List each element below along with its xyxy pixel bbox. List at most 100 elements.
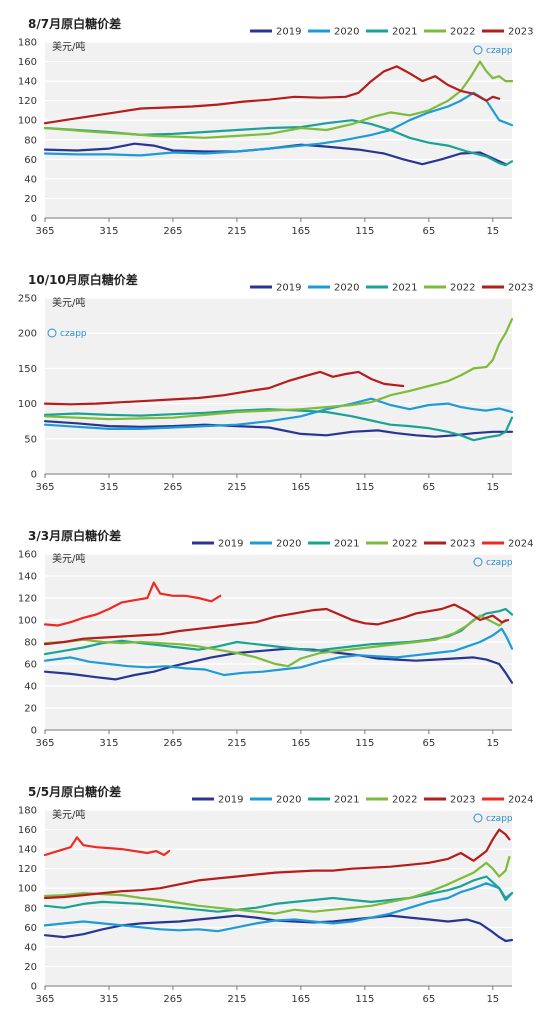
series-line-2019: [43, 142, 507, 166]
copyright-icon: [473, 813, 483, 823]
y-tick-label: 40: [24, 942, 37, 953]
plot-area: [45, 810, 512, 986]
x-tick-label: 265: [163, 994, 182, 1005]
x-tick-label: 215: [227, 226, 246, 237]
y-tick-label: 120: [18, 864, 37, 875]
legend-label: 2020: [334, 283, 359, 294]
plot-area: [45, 298, 512, 474]
legend-label: 2021: [334, 795, 359, 806]
series-line-2023: [43, 828, 511, 900]
y-tick-label: 250: [18, 294, 37, 305]
series-line-2023: [43, 370, 405, 406]
legend-label: 2021: [334, 539, 359, 550]
brand-watermark: czapp: [486, 46, 513, 56]
y-tick-label: 0: [31, 726, 37, 737]
legend-label: 2024: [508, 795, 533, 806]
y-unit-label: 美元/吨: [52, 296, 85, 309]
y-tick-label: 80: [24, 638, 37, 649]
legend-label: 2019: [276, 27, 301, 38]
legend-label: 2019: [276, 283, 301, 294]
y-tick-label: 160: [18, 550, 37, 561]
y-tick-label: 20: [24, 194, 37, 205]
x-tick-label: 365: [35, 482, 54, 493]
plot-area: [45, 42, 512, 218]
y-tick-label: 40: [24, 174, 37, 185]
y-tick-label: 100: [18, 116, 37, 127]
x-tick-label: 165: [291, 738, 310, 749]
y-tick-label: 200: [18, 329, 37, 340]
y-tick-label: 60: [24, 155, 37, 166]
series-line-2020: [43, 627, 514, 677]
x-tick-label: 165: [291, 994, 310, 1005]
legend-label: 2022: [450, 27, 475, 38]
legend-label: 2020: [276, 795, 301, 806]
y-tick-label: 100: [18, 399, 37, 410]
x-tick-label: 265: [163, 482, 182, 493]
x-tick-label: 315: [99, 738, 118, 749]
legend-label: 2021: [392, 283, 417, 294]
y-tick-label: 80: [24, 135, 37, 146]
series-line-2023: [43, 603, 510, 646]
series-line-2021: [43, 119, 514, 167]
brand-watermark: czapp: [486, 558, 513, 568]
series-line-2020: [43, 91, 514, 157]
x-tick-label: 315: [99, 482, 118, 493]
series-line-2024: [43, 836, 171, 857]
y-tick-label: 150: [18, 364, 37, 375]
x-tick-label: 365: [35, 994, 54, 1005]
y-tick-label: 0: [31, 214, 37, 225]
chart-panel-1: 0 20 40 60 80 100 120 140 160 180 365 315 265 215 165 1…: [18, 16, 534, 237]
x-tick-label: 115: [355, 738, 374, 749]
x-tick-label: 65: [422, 482, 435, 493]
series-line-2021: [43, 875, 514, 913]
chart-panel-3: 0 20 40 60 80 100 120 140 160 365 315 265 215 165 115 6…: [18, 528, 534, 749]
x-tick-label: 165: [291, 226, 310, 237]
y-tick-label: 140: [18, 572, 37, 583]
x-tick-label: 65: [422, 226, 435, 237]
y-tick-label: 20: [24, 962, 37, 973]
x-tick-label: 115: [355, 482, 374, 493]
y-tick-label: 0: [31, 982, 37, 993]
series-line-2021: [43, 408, 514, 442]
x-tick-label: 215: [227, 738, 246, 749]
x-tick-label: 65: [422, 738, 435, 749]
legend-label: 2022: [392, 539, 417, 550]
series-line-2022: [43, 614, 507, 668]
y-tick-label: 100: [18, 616, 37, 627]
x-tick-label: 315: [99, 226, 118, 237]
series-line-2023: [43, 65, 501, 125]
y-tick-label: 0: [31, 470, 37, 481]
y-tick-label: 60: [24, 923, 37, 934]
series-line-2022: [43, 855, 511, 915]
x-tick-label: 365: [35, 226, 54, 237]
y-tick-label: 50: [24, 434, 37, 445]
x-tick-label: 215: [227, 482, 246, 493]
copyright-icon: [47, 328, 57, 338]
y-unit-label: 美元/吨: [52, 40, 85, 53]
chart-title: 8/7月原白糖价差: [28, 16, 121, 31]
x-tick-label: 15: [486, 482, 499, 493]
x-tick-label: 365: [35, 738, 54, 749]
y-tick-label: 140: [18, 77, 37, 88]
x-tick-label: 15: [486, 994, 499, 1005]
x-tick-label: 215: [227, 994, 246, 1005]
legend-label: 2023: [508, 27, 533, 38]
legend-label: 2023: [450, 539, 475, 550]
copyright-icon: [473, 45, 483, 55]
legend-label: 2020: [334, 27, 359, 38]
legend-label: 2019: [218, 795, 243, 806]
y-tick-label: 180: [18, 38, 37, 49]
x-tick-label: 115: [355, 994, 374, 1005]
y-tick-label: 120: [18, 594, 37, 605]
chart-panel-2: 0 50 100 150 200 250 365 315 265 215 165 115 65 15 10/…: [18, 272, 534, 493]
y-tick-label: 180: [18, 806, 37, 817]
legend-label: 2019: [218, 539, 243, 550]
legend-label: 2022: [392, 795, 417, 806]
series-line-2019: [43, 914, 514, 943]
y-tick-label: 80: [24, 903, 37, 914]
legend-label: 2020: [276, 539, 301, 550]
brand-watermark: czapp: [486, 814, 513, 824]
y-tick-label: 160: [18, 825, 37, 836]
series-line-2022: [43, 318, 514, 421]
